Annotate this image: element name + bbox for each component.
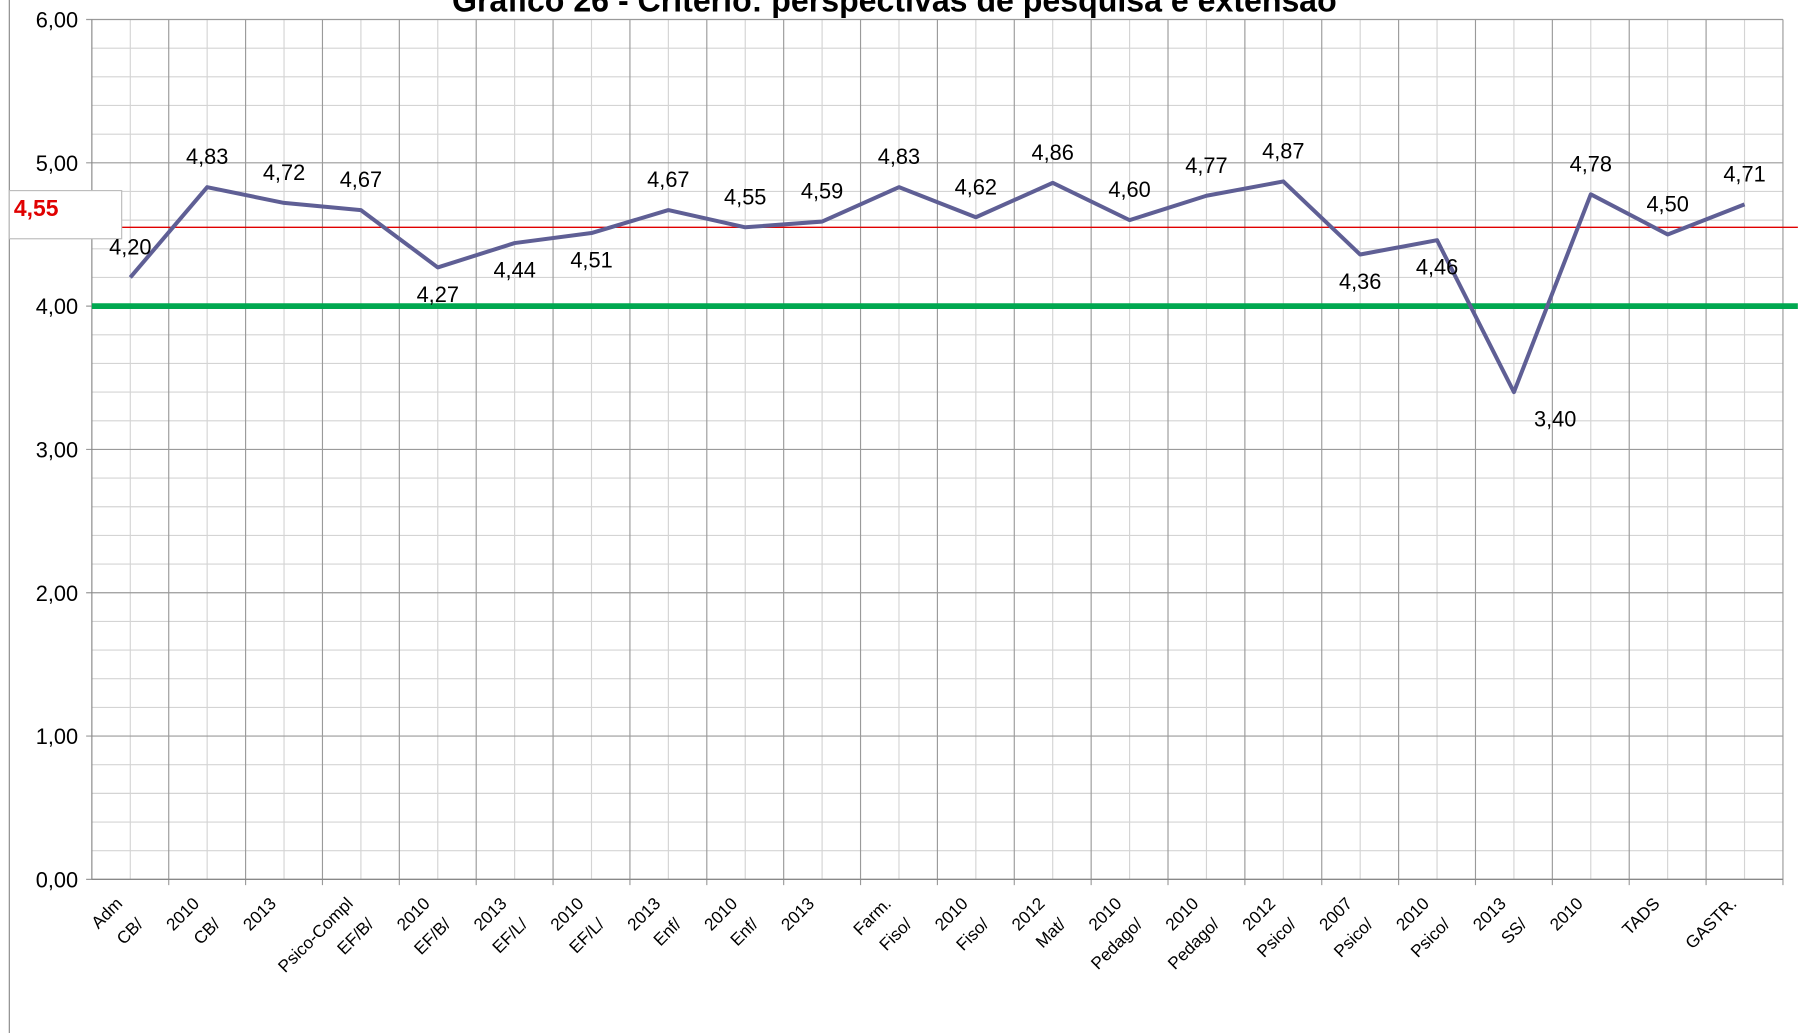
- series-line: [128, 179, 1746, 395]
- data-label: 4,67: [647, 167, 689, 192]
- x-tick-label: 2013: [239, 893, 280, 934]
- x-tick-sublabel: CB/: [112, 914, 147, 949]
- data-label: 4,55: [724, 184, 766, 209]
- data-label: 4,27: [417, 282, 459, 307]
- y-tick-label: 5,00: [36, 151, 78, 176]
- data-label: 4,59: [801, 179, 843, 204]
- y-tick-label: 1,00: [36, 724, 78, 749]
- x-tick-label: TADS: [1618, 893, 1664, 939]
- data-label: 4,36: [1339, 269, 1381, 294]
- x-tick-sublabel: Enf/: [649, 914, 685, 950]
- y-tick-label: 4,00: [36, 294, 78, 319]
- x-tick-sublabel: CB/: [189, 914, 224, 949]
- reference-label-box: [8, 190, 123, 240]
- y-tick-label: 3,00: [36, 437, 78, 462]
- data-label: 4,83: [878, 144, 920, 169]
- data-label: 4,87: [1262, 139, 1304, 164]
- y-tick-label: 2,00: [36, 581, 78, 606]
- data-label: 4,46: [1416, 255, 1458, 280]
- data-label: 4,44: [493, 257, 535, 282]
- data-label: 4,62: [955, 174, 997, 199]
- data-label: 4,78: [1570, 151, 1612, 176]
- chart-title: Gráfico 26 - Critério: perspectivas de p…: [452, 0, 1337, 18]
- data-label: 4,72: [263, 160, 305, 185]
- data-label: 3,40: [1534, 406, 1576, 431]
- reference-label: 4,55: [14, 195, 59, 221]
- data-label: 4,20: [109, 235, 151, 260]
- data-label: 4,50: [1646, 192, 1688, 217]
- x-tick-sublabel: Enf/: [726, 914, 762, 950]
- data-label: 4,51: [570, 247, 612, 272]
- y-tick-label: 0,00: [36, 867, 78, 892]
- y-tick-label: 6,00: [36, 8, 78, 33]
- data-label: 4,71: [1723, 161, 1765, 186]
- x-tick-label: 2010: [1546, 893, 1587, 934]
- data-label: 4,77: [1185, 153, 1227, 178]
- x-tick-sublabel: Mat/: [1032, 914, 1070, 952]
- data-label: 4,86: [1032, 140, 1074, 165]
- x-tick-sublabel: SS/: [1497, 914, 1531, 948]
- x-tick-label: 2013: [777, 893, 818, 934]
- x-tick-label: GASTR.: [1681, 893, 1740, 952]
- data-label: 4,60: [1108, 177, 1150, 202]
- data-label: 4,83: [186, 144, 228, 169]
- data-label: 4,67: [340, 167, 382, 192]
